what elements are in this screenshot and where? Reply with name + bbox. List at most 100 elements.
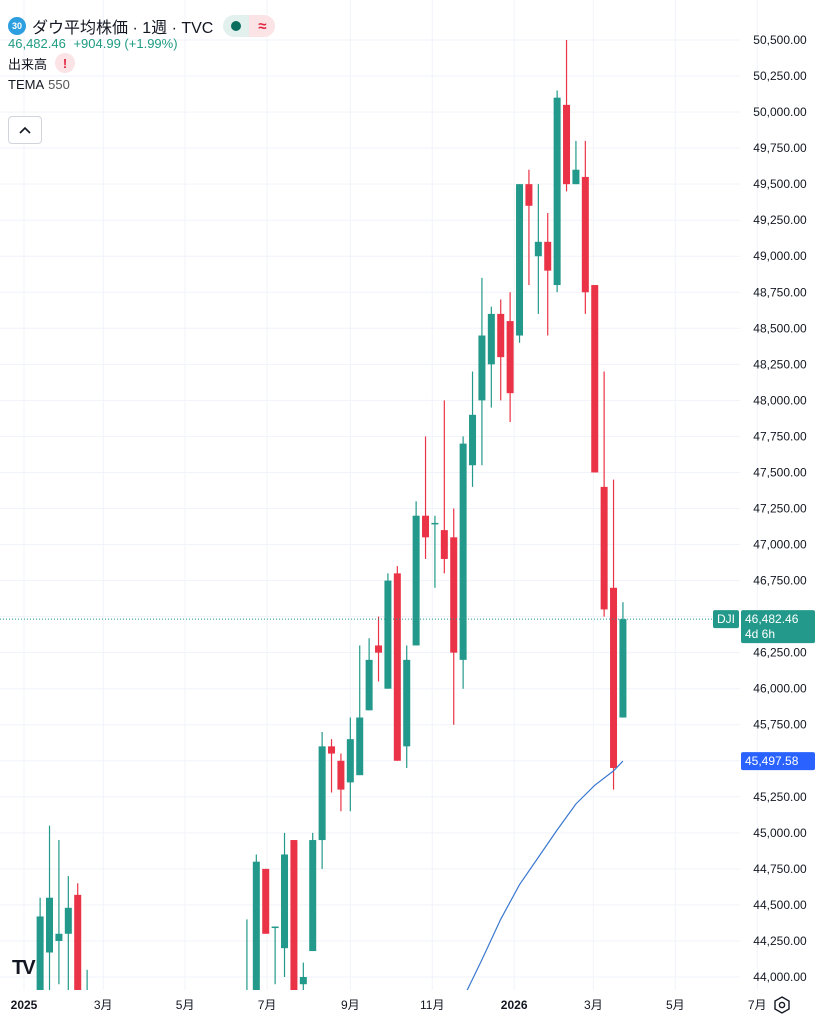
tradingview-logo-icon[interactable]: TV	[12, 957, 36, 979]
candle-down[interactable]	[422, 436, 430, 559]
candle-down[interactable]	[375, 616, 383, 682]
candle-down[interactable]	[591, 285, 599, 473]
candle-up[interactable]	[309, 832, 317, 952]
candle-down[interactable]	[262, 868, 270, 934]
y-tick-label: 49,000.00	[753, 249, 807, 263]
x-axis[interactable]: 2025 3月 5月 7月 9月 11月 2026 3月 5月 7月	[11, 998, 767, 1012]
y-tick-label: 50,250.00	[753, 69, 807, 83]
y-tick-label: 47,500.00	[753, 465, 807, 479]
candle-up[interactable]	[318, 731, 326, 869]
candle-up[interactable]	[412, 501, 420, 646]
candle-down[interactable]	[337, 753, 345, 812]
candle-up[interactable]	[281, 832, 289, 977]
candle-body	[375, 645, 383, 653]
collapse-legend-button[interactable]	[8, 116, 42, 144]
y-tick-label: 44,750.00	[753, 862, 807, 876]
y-tick-label: 49,500.00	[753, 177, 807, 191]
candle-up[interactable]	[478, 277, 486, 466]
candle-down[interactable]	[328, 739, 336, 793]
candle-up[interactable]	[252, 854, 260, 1017]
candle-up[interactable]	[553, 90, 561, 293]
y-tick-label: 47,000.00	[753, 538, 807, 552]
candle-body	[478, 335, 486, 401]
candle-up[interactable]	[403, 645, 411, 768]
symbol-title[interactable]: ダウ平均株価 · 1週 · TVC	[32, 20, 214, 37]
candle-up[interactable]	[64, 876, 72, 1006]
candle-body	[55, 933, 63, 941]
candle-up[interactable]	[299, 962, 307, 1017]
candle-down[interactable]	[525, 169, 533, 286]
volume-warning-icon[interactable]: !	[55, 53, 76, 73]
tema-line[interactable]	[463, 760, 624, 999]
candle-down[interactable]	[600, 371, 608, 617]
candle-up[interactable]	[469, 371, 477, 487]
candle-body	[365, 659, 373, 711]
candle-body	[318, 746, 326, 841]
tema-label: TEMA	[8, 77, 45, 92]
y-axis[interactable]: 50,500.00 50,250.00 50,000.00 49,750.00 49,5…	[753, 33, 807, 984]
candle-up[interactable]	[84, 969, 91, 1017]
candles	[36, 40, 627, 1017]
candle-up[interactable]	[356, 645, 364, 776]
tema-indicator-row[interactable]: TEMA 550	[8, 77, 275, 92]
candle-down[interactable]	[393, 566, 401, 761]
symbol-label: DJI	[717, 612, 735, 626]
candle-body	[610, 587, 618, 768]
candle-up[interactable]	[572, 140, 580, 185]
y-tick-label: 48,750.00	[753, 285, 807, 299]
candle-body	[262, 868, 270, 934]
y-tick-label: 45,750.00	[753, 718, 807, 732]
candle-up[interactable]	[516, 184, 524, 343]
candle-down[interactable]	[581, 140, 589, 314]
candle-down[interactable]	[74, 883, 82, 1017]
candle-body	[553, 97, 561, 286]
candle-body	[591, 285, 599, 473]
symbol-badge: DJI	[713, 610, 739, 629]
price-change-row: 46,482.46 +904.99 (+1.99%)	[8, 36, 275, 51]
candle-body	[497, 313, 505, 358]
candle-up[interactable]	[534, 184, 542, 314]
candle-up[interactable]	[384, 573, 392, 689]
candle-up[interactable]	[36, 897, 44, 1017]
candle-down[interactable]	[610, 479, 618, 790]
candle-up[interactable]	[431, 515, 439, 588]
x-tick-label: 9月	[341, 998, 360, 1012]
candle-body	[600, 486, 608, 610]
candle-up[interactable]	[459, 436, 467, 689]
candle-up[interactable]	[619, 602, 627, 718]
x-tick-label: 2026	[501, 998, 528, 1012]
candle-body	[393, 573, 401, 761]
candle-up[interactable]	[55, 840, 63, 985]
y-tick-label: 47,250.00	[753, 502, 807, 516]
grid	[0, 0, 758, 990]
candle-down[interactable]	[290, 840, 298, 1017]
volume-indicator-row[interactable]: 出来高 !	[8, 51, 275, 75]
candle-down[interactable]	[450, 508, 458, 725]
y-tick-label: 48,250.00	[753, 357, 807, 371]
candle-down[interactable]	[497, 299, 505, 401]
candle-down[interactable]	[440, 400, 448, 574]
candle-body	[431, 522, 439, 525]
dow-30-icon[interactable]: 30	[8, 17, 26, 35]
x-tick-label: 7月	[748, 998, 767, 1012]
market-status[interactable]: ≈	[223, 15, 276, 37]
candle-body	[384, 580, 392, 689]
candle-down[interactable]	[563, 40, 571, 192]
candle-down[interactable]	[544, 212, 552, 336]
chart-settings-icon[interactable]	[772, 996, 792, 1014]
candle-up[interactable]	[346, 717, 354, 812]
candle-up[interactable]	[365, 638, 373, 711]
volume-label: 出来高	[8, 56, 48, 72]
candle-down[interactable]	[506, 292, 514, 423]
candle-up[interactable]	[271, 926, 279, 985]
x-tick-label: 2025	[11, 998, 38, 1012]
candle-up[interactable]	[243, 919, 250, 1017]
candle-up[interactable]	[487, 306, 495, 408]
x-tick-label: 11月	[420, 998, 444, 1012]
y-tick-label: 44,000.00	[753, 970, 807, 984]
candle-body	[572, 169, 580, 185]
candle-up[interactable]	[46, 825, 54, 992]
candle-body	[328, 746, 336, 754]
